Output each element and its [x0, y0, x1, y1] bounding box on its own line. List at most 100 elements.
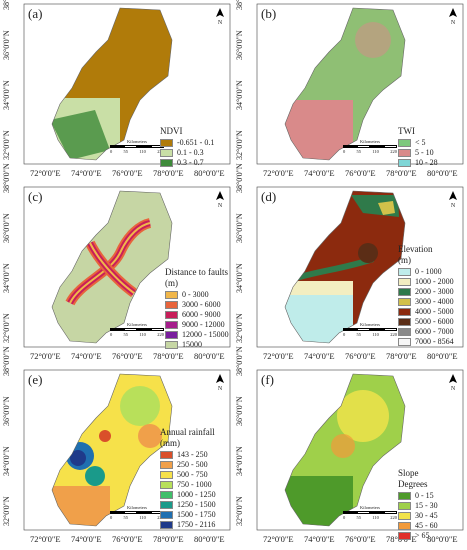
legend-subtitle: (mm) — [160, 438, 180, 448]
lon-label: 80°0'0"E — [427, 168, 458, 178]
legend-item-label: 5 - 10 — [415, 148, 434, 157]
legend-f: Slope Degrees 0 - 15 15 - 30 30 - 45 45 - 60 >… — [398, 469, 438, 541]
panel-label-d: (d) — [261, 189, 277, 204]
scale-bar-graphic — [110, 145, 164, 148]
legend-swatch — [398, 502, 411, 510]
north-label: N — [450, 386, 456, 392]
legend-item: > 65 — [398, 531, 438, 541]
scale-tick-label: 110 — [372, 149, 379, 154]
legend-item: 1000 - 1250 — [160, 490, 216, 500]
scale-tick-label: 55 — [356, 149, 362, 154]
lat-label: 34°0'0"N — [2, 80, 11, 110]
scale-tick-label: 220 — [157, 332, 164, 337]
legend-a: NDVI -0.651 - 0.1 0.1 - 0.3 0.3 - 0.7 — [160, 127, 214, 168]
legend-swatch — [165, 311, 178, 319]
legend-item-label: 2000 - 3000 — [415, 287, 454, 296]
legend-item-label: 0 - 3000 — [182, 290, 209, 299]
lon-label: 72°0'0"E — [30, 534, 61, 544]
lat-label: 34°0'0"N — [235, 80, 244, 110]
lon-label: 78°0'0"E — [386, 351, 417, 361]
lon-label: 72°0'0"E — [263, 351, 294, 361]
lat-label: 38°0'0"N — [2, 346, 11, 376]
scale-tick-label: 110 — [139, 332, 146, 337]
scale-tick-label: 55 — [123, 149, 129, 154]
legend-swatch — [398, 268, 411, 276]
legend-swatch — [165, 301, 178, 309]
north-arrow-glyph — [449, 8, 457, 17]
lat-label: 36°0'0"N — [2, 213, 11, 243]
legend-item-label: 143 - 250 — [177, 450, 208, 459]
lon-label: 80°0'0"E — [427, 534, 458, 544]
lon-label: 76°0'0"E — [345, 351, 376, 361]
scale-tick-label: 55 — [356, 515, 362, 520]
scale-bar-graphic — [343, 511, 397, 514]
lon-label: 76°0'0"E — [112, 351, 143, 361]
lon-label: 72°0'0"E — [30, 351, 61, 361]
lat-label: 38°0'0"N — [235, 163, 244, 193]
legend-swatch — [165, 341, 178, 349]
legend-item: 15 - 30 — [398, 501, 438, 511]
panel-a: (a) N 32°0'0"N 34°0'0"N 36°0'0"N 38°0'0"N 72°0… — [0, 0, 233, 183]
legend-item-label: 45 - 60 — [415, 521, 438, 530]
scale-bar-graphic — [110, 328, 164, 331]
legend-swatch — [398, 512, 411, 520]
legend-item: 10 - 28 — [398, 158, 438, 168]
legend-item-label: -0.651 - 0.1 — [177, 138, 215, 147]
legend-item: 3000 - 6000 — [165, 300, 229, 310]
legend-title: NDVI — [160, 126, 183, 136]
legend-item-label: 250 - 500 — [177, 460, 208, 469]
legend-item: 7000 - 8564 — [398, 337, 454, 347]
lon-label: 74°0'0"E — [304, 351, 335, 361]
scale-tick-label: 0 — [110, 149, 113, 154]
lon-label: 74°0'0"E — [71, 351, 102, 361]
panel-label-e: (e) — [28, 372, 43, 387]
legend-item: 500 - 750 — [160, 470, 216, 480]
lon-label: 78°0'0"E — [386, 168, 417, 178]
lat-label: 34°0'0"N — [2, 446, 11, 476]
lat-label: 38°0'0"N — [235, 0, 244, 10]
lon-label: 72°0'0"E — [30, 168, 61, 178]
legend-swatch — [160, 511, 173, 519]
legend-item: 0.1 - 0.3 — [160, 148, 214, 158]
legend-item-label: 3000 - 6000 — [182, 300, 221, 309]
scale-tick-label: 55 — [123, 332, 129, 337]
panel-label-c: (c) — [28, 189, 43, 204]
legend-item-label: 1750 - 2116 — [177, 520, 216, 529]
legend-swatch — [398, 159, 411, 167]
scale-title: Kilometers — [360, 139, 380, 144]
legend-swatch — [165, 331, 178, 339]
legend-d: Elevation (m) 0 - 1000 1000 - 2000 2000 - 30… — [398, 245, 454, 347]
legend-item: 30 - 45 — [398, 511, 438, 521]
legend-item-label: 0.3 - 0.7 — [177, 158, 204, 167]
panel-d: (d) N 32°0'0"N 34°0'0"N 36°0'0"N 38°0'0"N 72°0… — [233, 163, 466, 366]
legend-swatch — [160, 461, 173, 469]
legend-swatch — [160, 471, 173, 479]
legend-item-label: > 65 — [415, 531, 430, 540]
legend-item: 1500 - 1750 — [160, 510, 216, 520]
legend-title: TWI — [398, 126, 415, 136]
lat-label: 38°0'0"N — [235, 346, 244, 376]
elevation-map — [256, 186, 464, 348]
north-arrow-icon: N — [215, 8, 225, 26]
legend-subtitle: (m) — [398, 255, 411, 265]
panel-label-f: (f) — [261, 372, 274, 387]
legend-item-label: 1000 - 1250 — [177, 490, 216, 499]
lat-label: 34°0'0"N — [235, 263, 244, 293]
lon-label: 74°0'0"E — [71, 534, 102, 544]
legend-item-label: 7000 - 8564 — [415, 337, 454, 346]
scale-title: Kilometers — [127, 139, 147, 144]
legend-subtitle: Degrees — [398, 479, 428, 489]
north-arrow-glyph — [216, 374, 224, 383]
scale-tick-label: 110 — [139, 149, 146, 154]
lon-label: 74°0'0"E — [304, 168, 335, 178]
legend-item: 1000 - 2000 — [398, 277, 454, 287]
